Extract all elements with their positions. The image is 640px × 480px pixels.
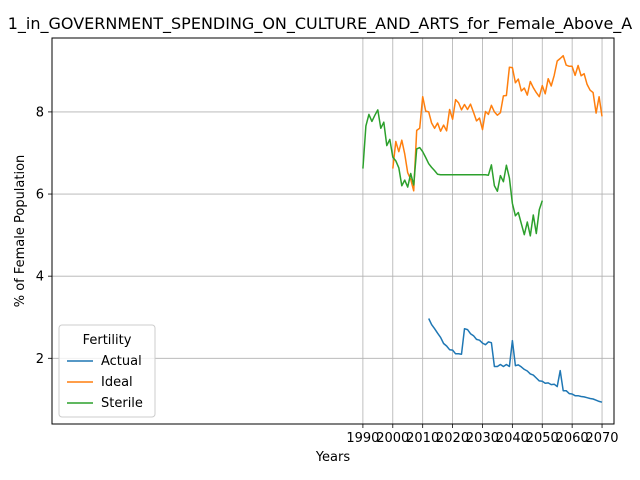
y-axis-ticks: 2 4 6 8	[36, 105, 52, 367]
x-tick-label: 2000	[376, 431, 409, 446]
legend: Fertility Actual Ideal Sterile	[58, 324, 156, 418]
legend-entry: Ideal	[101, 375, 133, 390]
legend-title: Fertility	[83, 333, 132, 348]
series-layer	[362, 54, 603, 403]
x-tick-label: 2050	[526, 431, 559, 446]
series-line-ideal	[392, 54, 603, 192]
x-tick-label: 1990	[346, 431, 379, 446]
legend-entry: Sterile	[101, 396, 143, 411]
x-tick-label: 2070	[585, 431, 618, 446]
chart-title: 1_in_GOVERNMENT_SPENDING_ON_CULTURE_AND_…	[8, 14, 633, 34]
x-tick-label: 2030	[466, 431, 499, 446]
y-axis-label: % of Female Population	[13, 155, 28, 308]
y-tick-label: 4	[36, 270, 44, 285]
y-tick-label: 6	[36, 188, 44, 203]
plot-area-frame	[51, 37, 615, 425]
x-tick-label: 2040	[496, 431, 529, 446]
x-tick-label: 2020	[436, 431, 469, 446]
legend-entry: Actual	[101, 354, 142, 369]
series-line-actual	[428, 318, 603, 403]
legend-box	[58, 324, 156, 418]
x-tick-label: 2060	[556, 431, 589, 446]
y-tick-label: 8	[36, 105, 44, 120]
series-line-sterile	[362, 109, 544, 237]
x-tick-label: 2010	[406, 431, 439, 446]
x-axis-label: Years	[315, 450, 351, 465]
y-tick-label: 2	[36, 352, 44, 367]
